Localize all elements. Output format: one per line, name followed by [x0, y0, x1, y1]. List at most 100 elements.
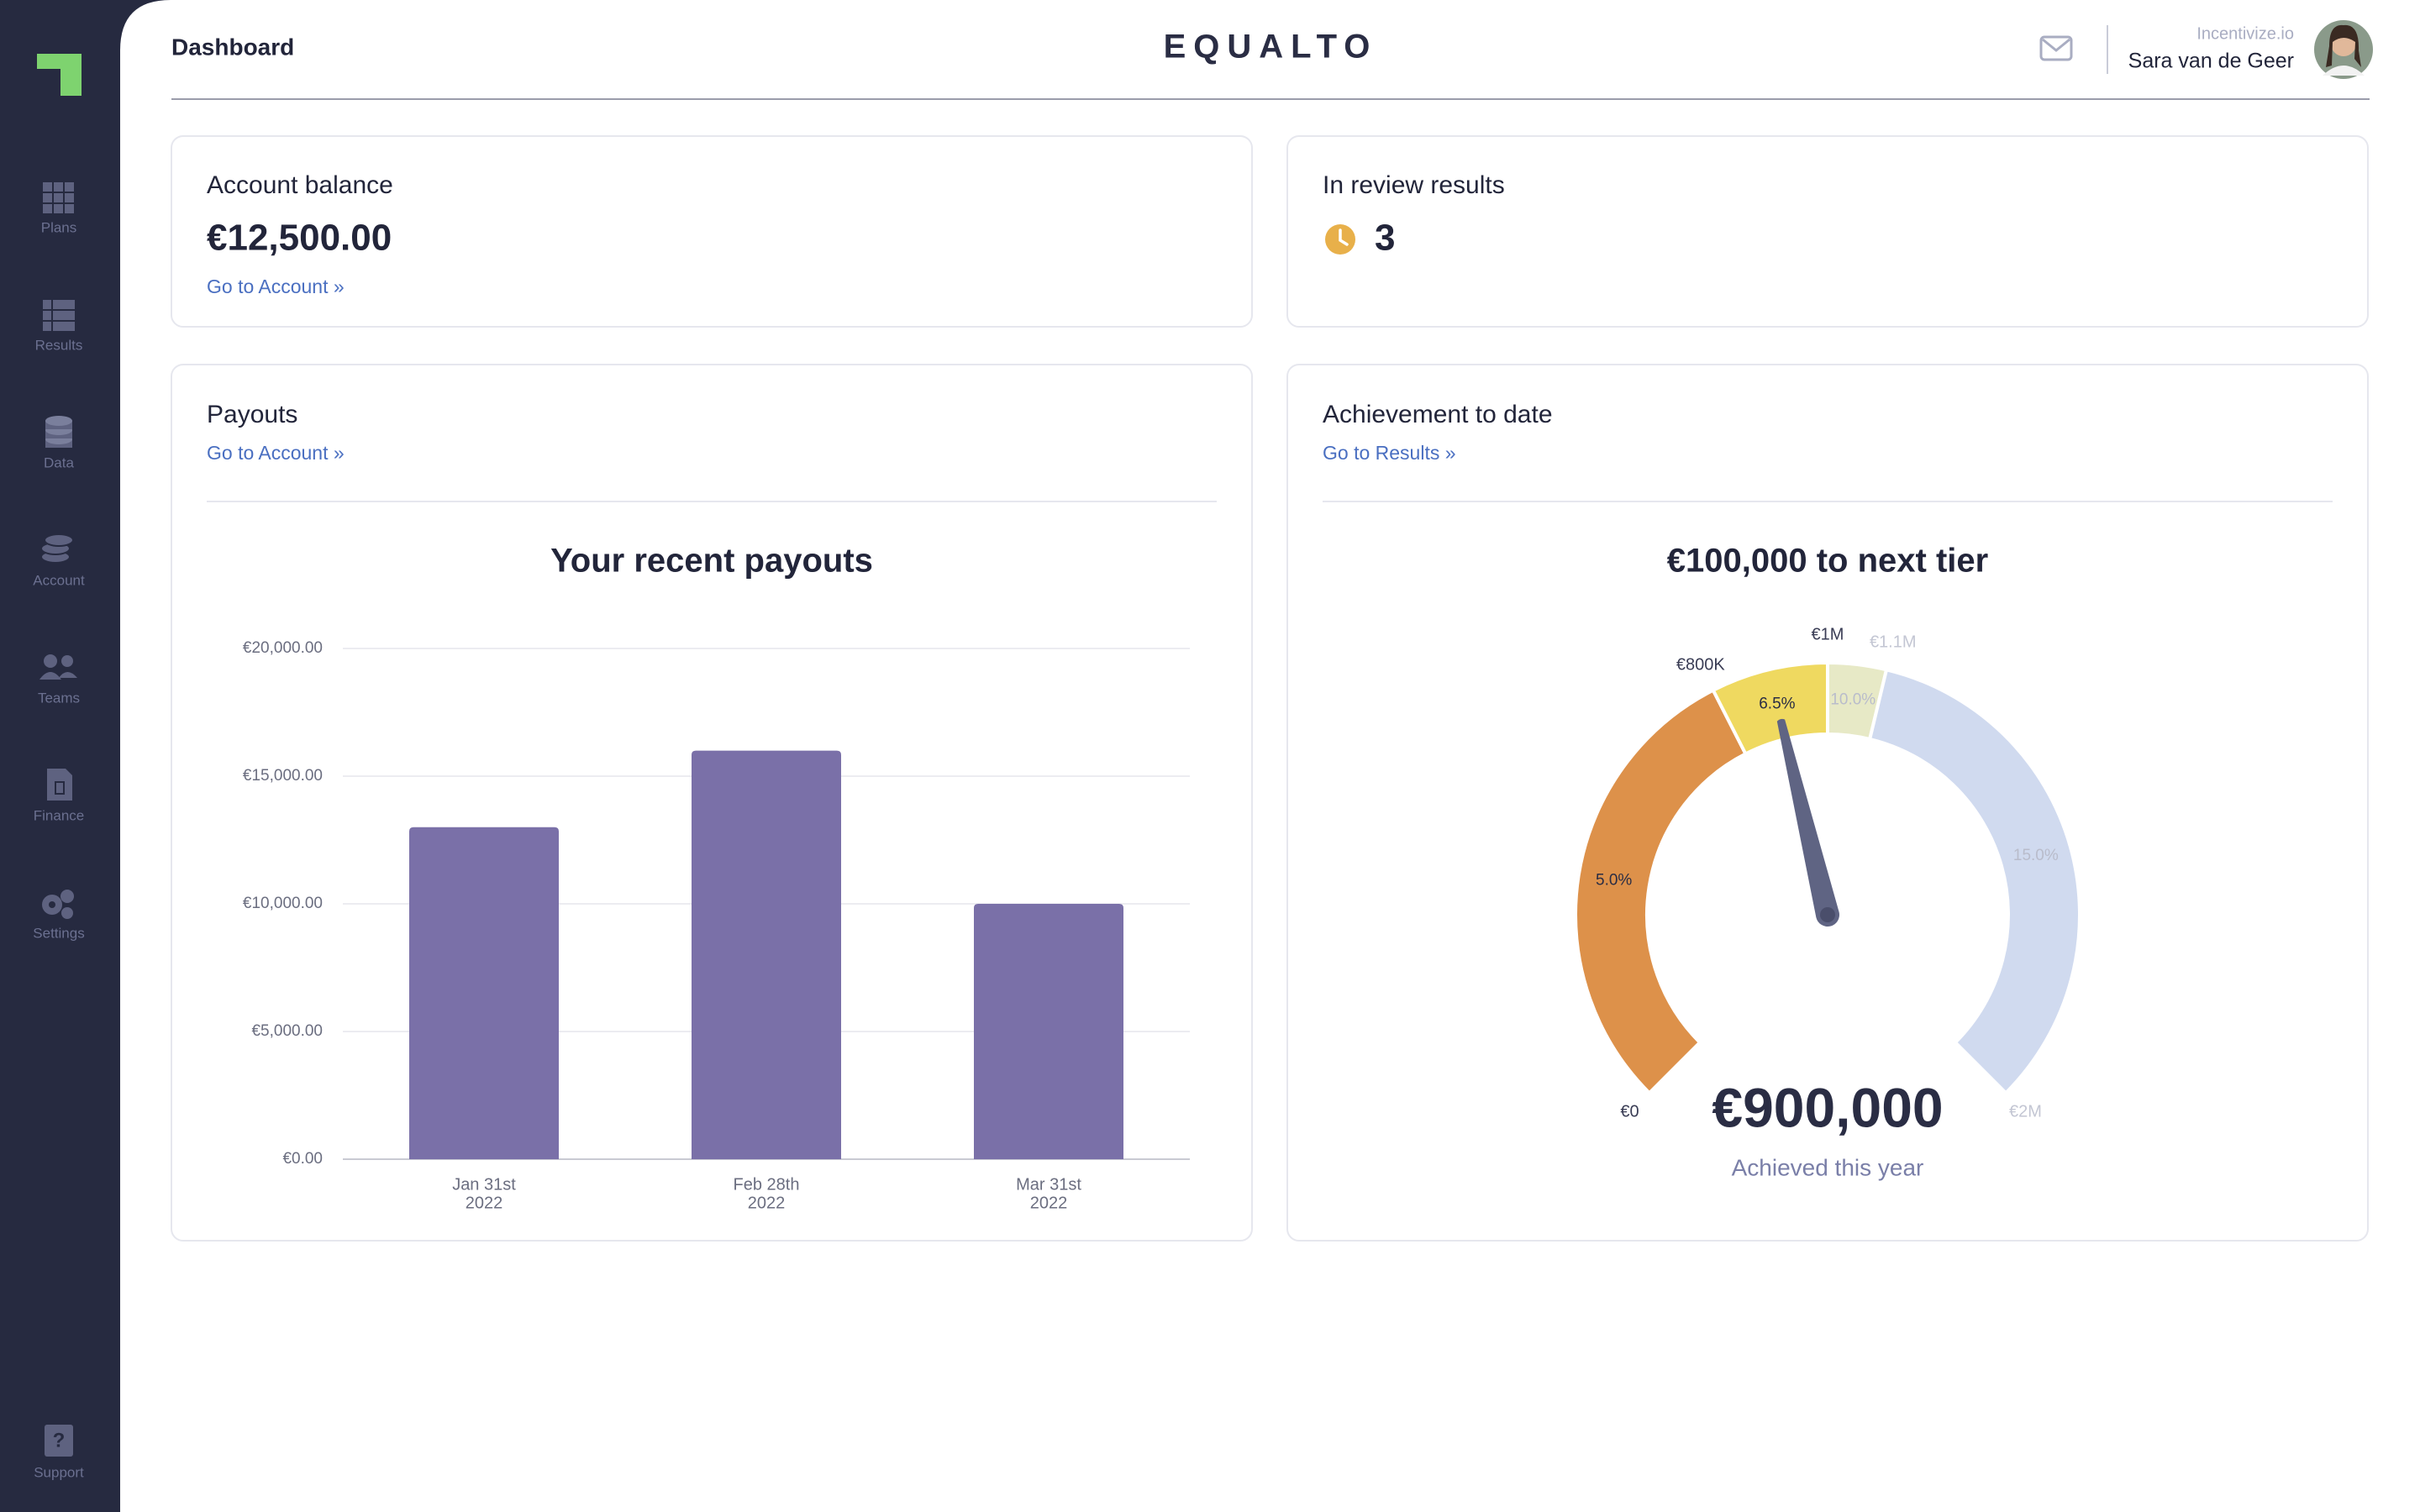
review-count: 3	[1375, 218, 1395, 259]
nav-icon	[39, 654, 77, 680]
icon-part	[65, 193, 74, 202]
user-name[interactable]: Sara van de Geer	[2128, 50, 2294, 73]
y-tick-label: €20,000.00	[243, 639, 323, 657]
nav-label: Finance	[34, 807, 84, 823]
nav-label: Account	[33, 572, 85, 588]
gauge-tick-label: €0	[1620, 1103, 1639, 1121]
nav-item[interactable]: Teams	[38, 654, 80, 706]
nav-item[interactable]: ? Support	[34, 1425, 84, 1480]
gauge-band	[1867, 667, 2081, 1095]
brand-logo[interactable]: EQUALTO	[1164, 29, 1378, 66]
icon-part	[65, 182, 74, 192]
nav-icon	[42, 890, 74, 919]
icon-part	[43, 204, 52, 213]
card	[1286, 364, 2369, 1242]
icon-part	[44, 654, 57, 668]
icon-part	[43, 300, 51, 309]
gauge-band	[1574, 688, 1749, 1095]
bar	[692, 750, 841, 1159]
avatar-body	[2323, 66, 2365, 76]
bar	[409, 827, 559, 1159]
icon-part	[47, 769, 72, 801]
nav-item[interactable]: Settings	[33, 890, 85, 941]
x-tick-label: Jan 31st	[452, 1175, 516, 1194]
icon-part	[44, 533, 74, 547]
nav-icon	[43, 182, 74, 213]
x-tick-label: Feb 28th	[734, 1175, 800, 1194]
account-link[interactable]: Go to Account »	[207, 442, 345, 464]
icon-part	[54, 204, 63, 213]
nav-item[interactable]: Data	[44, 416, 74, 470]
icon-part	[45, 1425, 73, 1457]
band-label: 10.0%	[1830, 690, 1876, 708]
icon-part	[45, 416, 72, 426]
icon-part	[53, 300, 75, 309]
sidebar-logo[interactable]	[37, 54, 82, 96]
nav-item[interactable]: Plans	[41, 182, 77, 235]
nav-label: Support	[34, 1464, 84, 1480]
icon-part: ?	[53, 1429, 66, 1452]
results-link[interactable]: Go to Results »	[1323, 442, 1456, 464]
y-tick-label: €10,000.00	[243, 895, 323, 912]
card-title: Achievement to date	[1323, 401, 1553, 428]
icon-part	[53, 322, 75, 331]
card-title: Account balance	[207, 171, 393, 199]
nav-icon	[47, 769, 72, 801]
nav-label: Results	[35, 337, 83, 353]
card-title: In review results	[1323, 171, 1505, 199]
icon-part	[43, 322, 51, 331]
gauge-tick-label: €2M	[2009, 1103, 2042, 1121]
icon-part	[54, 193, 63, 202]
mail-outline	[2039, 35, 2073, 61]
bar	[974, 904, 1123, 1159]
gauge-value: €900,000	[1712, 1076, 1943, 1138]
nav-label: Data	[44, 454, 74, 470]
card-title: Payouts	[207, 401, 297, 428]
icon-part	[54, 182, 63, 192]
avatar-hair	[2326, 24, 2361, 67]
nav-icon	[40, 533, 74, 564]
gauge-tick-label: €1M	[1812, 625, 1844, 643]
icon-part	[60, 890, 74, 903]
clock-hands	[1339, 228, 1349, 246]
icon-part	[43, 193, 52, 202]
band-label: 5.0%	[1596, 872, 1632, 890]
mail-flap	[2042, 38, 2070, 52]
clock-icon	[1325, 224, 1355, 255]
y-tick-label: €15,000.00	[243, 767, 323, 785]
nav-icon	[45, 416, 72, 448]
card	[1286, 135, 2369, 328]
icon-part	[61, 907, 73, 919]
logo-part	[60, 69, 82, 96]
x-tick-label: 2022	[466, 1194, 503, 1212]
nav-item[interactable]: Account	[33, 533, 85, 588]
page-title: Dashboard	[171, 34, 294, 60]
band-label: 6.5%	[1759, 696, 1795, 713]
mail-icon[interactable]	[2039, 35, 2073, 61]
nav-item[interactable]: Results	[35, 300, 83, 353]
icon-part	[55, 781, 65, 795]
card	[171, 135, 1253, 328]
gauge-needle	[1776, 718, 1840, 927]
x-tick-label: 2022	[1030, 1194, 1068, 1212]
account-link[interactable]: Go to Account »	[207, 276, 345, 297]
logo-part	[37, 54, 82, 69]
chart-title: Your recent payouts	[550, 543, 873, 580]
icon-part	[49, 901, 55, 908]
gauge-tick-label: €1.1M	[1870, 633, 1917, 651]
chart-title: €100,000 to next tier	[1667, 543, 1988, 580]
organization: Incentivize.io	[2196, 24, 2294, 43]
needle-hub	[1820, 907, 1835, 922]
avatar[interactable]	[2314, 20, 2373, 79]
nav-item[interactable]: Finance	[34, 769, 84, 823]
icon-part	[43, 311, 51, 320]
icon-part	[53, 311, 75, 320]
y-tick-label: €0.00	[282, 1150, 323, 1168]
nav-label: Settings	[33, 925, 84, 941]
balance-value: €12,500.00	[207, 218, 392, 259]
icon-part	[39, 672, 77, 680]
icon-part	[43, 182, 52, 192]
nav-label: Plans	[41, 219, 77, 235]
nav-icon	[43, 300, 75, 331]
